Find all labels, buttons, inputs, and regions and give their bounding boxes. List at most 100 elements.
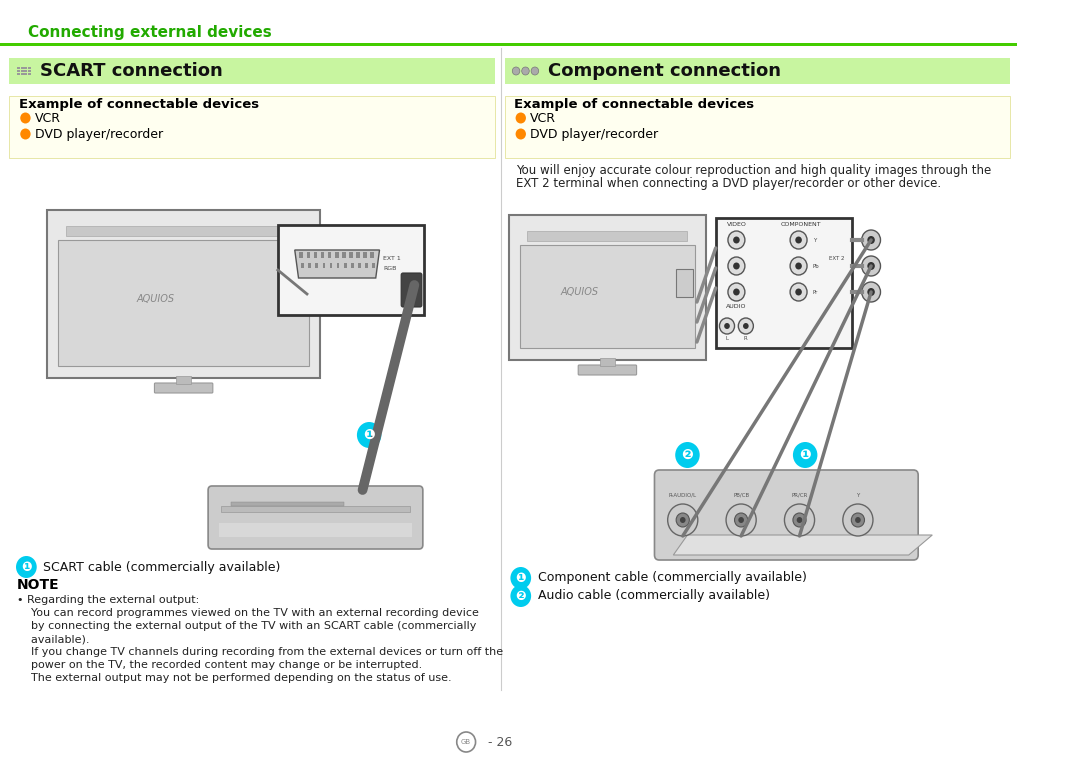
Bar [25, 67, 27, 69]
FancyBboxPatch shape [654, 470, 918, 560]
Circle shape [795, 237, 801, 243]
Text: ❷: ❷ [515, 590, 526, 603]
Text: PR/CR: PR/CR [792, 492, 808, 497]
Text: Component connection: Component connection [548, 62, 781, 80]
Circle shape [21, 128, 30, 140]
Bar [337, 263, 339, 268]
Bar [321, 252, 324, 258]
Circle shape [739, 517, 744, 523]
Bar [21, 70, 24, 72]
Circle shape [743, 323, 748, 329]
Bar [219, 523, 411, 537]
Circle shape [793, 442, 818, 468]
Text: Pb: Pb [812, 263, 820, 269]
Circle shape [867, 262, 875, 270]
Bar [0, 43, 1017, 46]
Bar [519, 245, 696, 348]
Circle shape [793, 513, 806, 527]
Text: ❶: ❶ [21, 561, 31, 574]
Bar [10, 96, 496, 158]
Bar [278, 225, 423, 315]
Circle shape [867, 288, 875, 296]
Text: AQUIOS: AQUIOS [561, 287, 598, 297]
Text: EXT 2 terminal when connecting a DVD player/recorder or other device.: EXT 2 terminal when connecting a DVD pla… [516, 176, 941, 189]
Circle shape [862, 230, 880, 250]
Text: EXT 1: EXT 1 [383, 256, 401, 260]
Bar [66, 226, 301, 236]
Bar [504, 96, 1010, 158]
Bar [335, 252, 338, 258]
Text: NOTE: NOTE [17, 578, 59, 592]
Circle shape [531, 67, 539, 75]
Bar [329, 263, 333, 268]
Circle shape [675, 442, 700, 468]
Text: ❶: ❶ [363, 428, 375, 442]
Text: GB: GB [461, 739, 471, 745]
FancyBboxPatch shape [509, 215, 706, 360]
Text: L: L [726, 336, 729, 340]
FancyBboxPatch shape [208, 486, 423, 549]
FancyBboxPatch shape [48, 210, 320, 378]
Bar [17, 73, 19, 75]
Circle shape [356, 422, 381, 448]
Text: You can record programmes viewed on the TV with an external recording device: You can record programmes viewed on the … [17, 608, 478, 618]
Bar [370, 252, 374, 258]
Text: R-AUDIO/L: R-AUDIO/L [669, 492, 697, 497]
Bar [28, 73, 31, 75]
Circle shape [791, 231, 807, 249]
FancyBboxPatch shape [401, 273, 422, 307]
Bar [363, 252, 367, 258]
Circle shape [851, 513, 864, 527]
Text: Audio cable (commercially available): Audio cable (commercially available) [538, 590, 770, 603]
Text: The external output may not be performed depending on the status of use.: The external output may not be performed… [17, 673, 451, 683]
Bar [716, 218, 852, 348]
Text: You will enjoy accurate colour reproduction and high quality images through the: You will enjoy accurate colour reproduct… [516, 163, 991, 176]
Bar [357, 263, 361, 268]
Text: VCR: VCR [35, 111, 60, 124]
Circle shape [728, 283, 745, 301]
Text: Pr: Pr [812, 289, 818, 295]
Polygon shape [673, 535, 932, 555]
Bar [342, 252, 346, 258]
Text: SCART connection: SCART connection [40, 62, 222, 80]
Circle shape [511, 567, 531, 589]
Circle shape [862, 282, 880, 302]
Bar [309, 263, 311, 268]
Circle shape [667, 504, 698, 536]
Circle shape [862, 256, 880, 276]
Text: EXT 2: EXT 2 [828, 256, 845, 260]
Circle shape [795, 262, 801, 269]
Bar [291, 276, 307, 304]
Bar [327, 252, 332, 258]
Bar [599, 358, 615, 366]
Bar [307, 252, 310, 258]
Circle shape [791, 283, 807, 301]
Text: Connecting external devices: Connecting external devices [28, 24, 272, 40]
Text: ❶: ❶ [515, 571, 526, 584]
Circle shape [867, 236, 875, 244]
Circle shape [739, 318, 754, 334]
Bar [25, 73, 27, 75]
Text: AUDIO: AUDIO [726, 304, 746, 309]
Bar [504, 58, 1010, 84]
Text: ❶: ❶ [799, 448, 811, 462]
Text: VCR: VCR [530, 111, 556, 124]
Circle shape [733, 262, 740, 269]
Circle shape [733, 237, 740, 243]
Circle shape [728, 231, 745, 249]
Text: RGB: RGB [383, 266, 396, 271]
Circle shape [515, 112, 526, 124]
Bar [676, 269, 693, 297]
Circle shape [726, 504, 756, 536]
Circle shape [511, 585, 531, 607]
Circle shape [725, 323, 730, 329]
Bar [17, 67, 19, 69]
Bar [21, 73, 24, 75]
Circle shape [791, 257, 807, 275]
Text: • Regarding the external output:: • Regarding the external output: [17, 595, 199, 605]
Bar [299, 252, 303, 258]
Circle shape [842, 504, 873, 536]
Bar [28, 70, 31, 72]
Circle shape [734, 513, 747, 527]
Text: - 26: - 26 [488, 736, 512, 749]
